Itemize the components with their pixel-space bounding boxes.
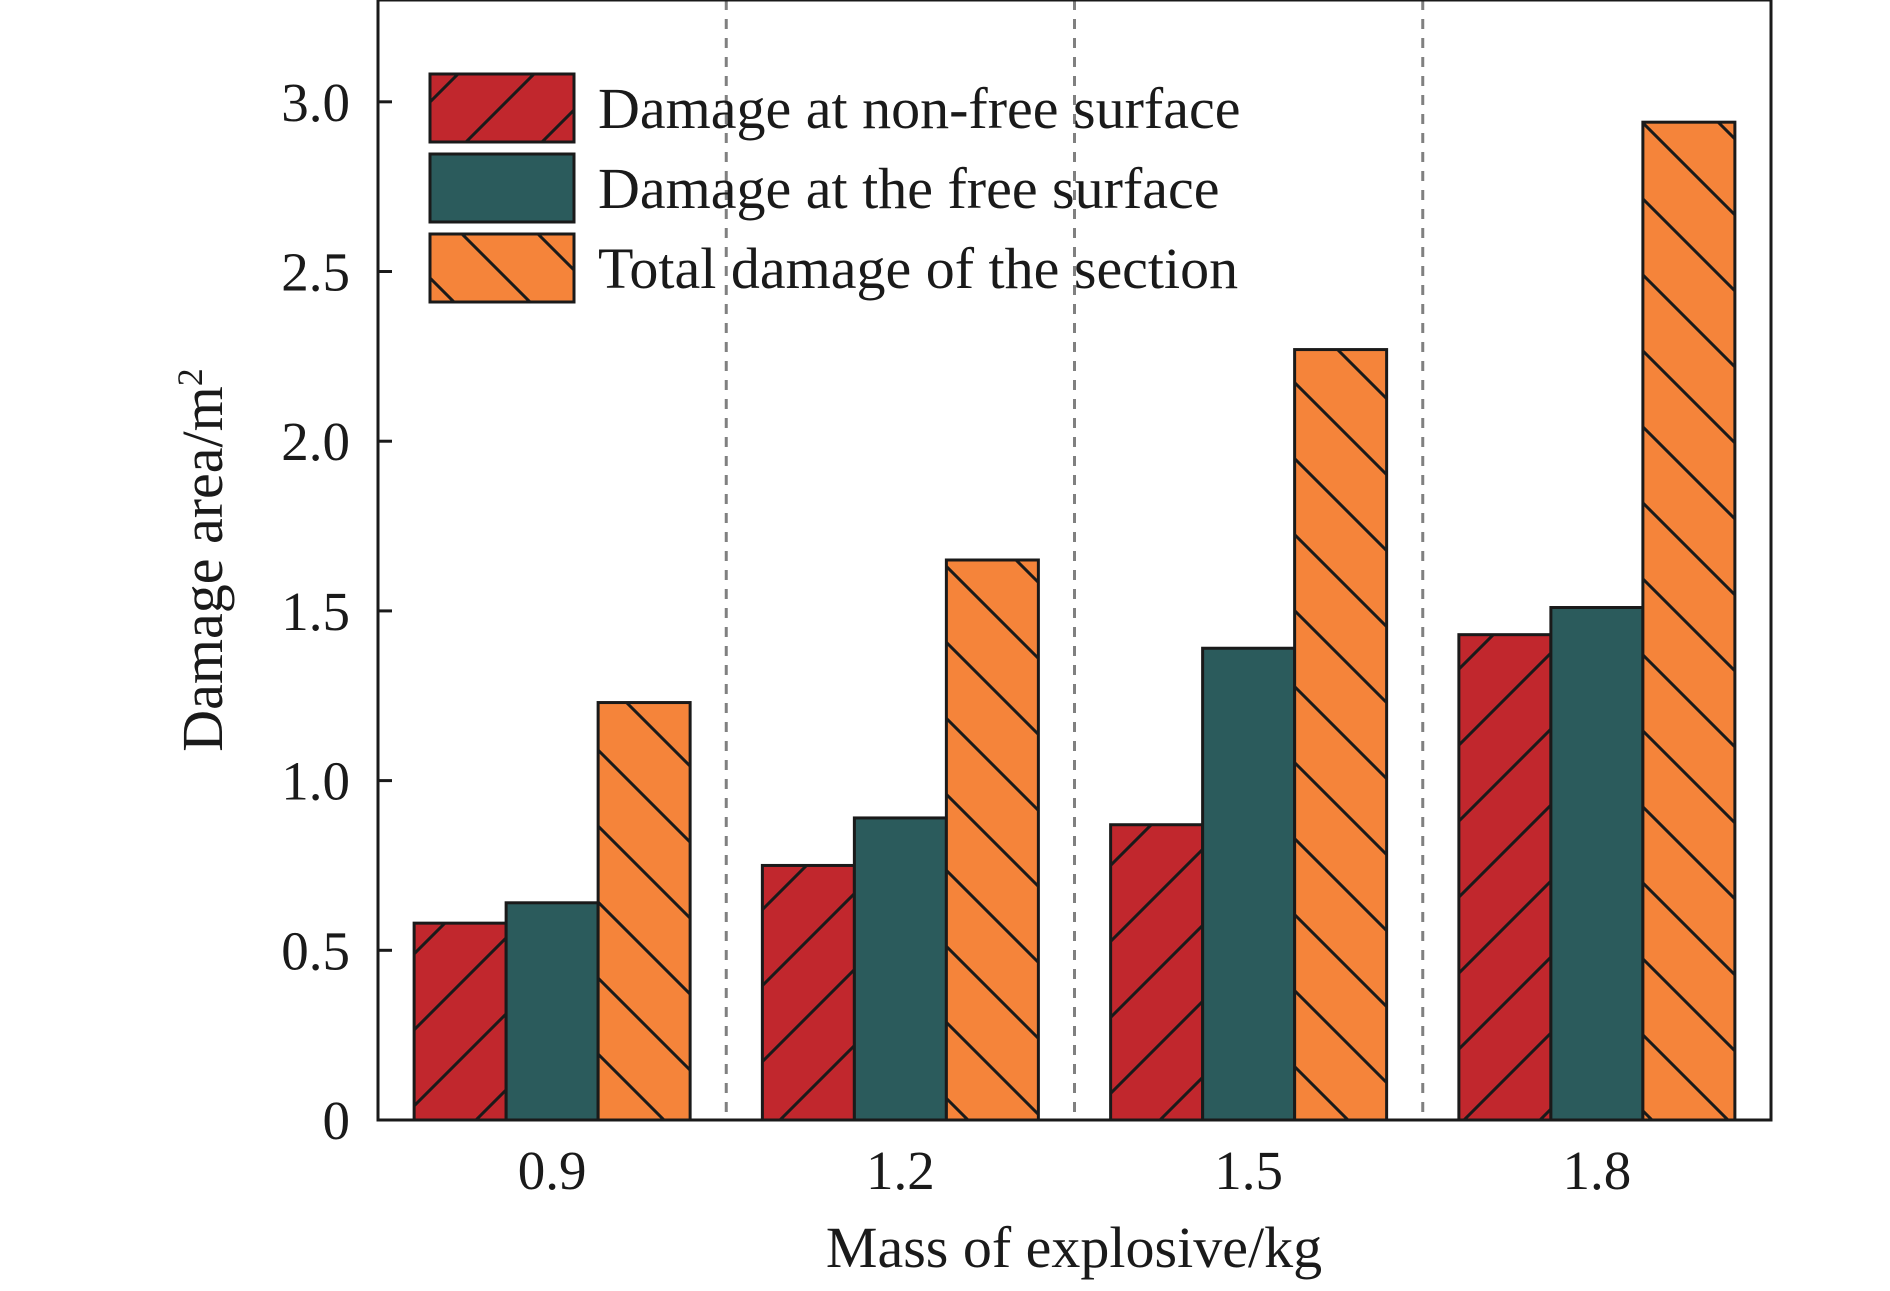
legend: Damage at non-free surface Damage at the … [428,72,1240,304]
bar-hatch [1642,122,1735,1120]
x-tick-label: 1.2 [866,1140,935,1201]
y-tick-label: 0 [323,1090,351,1151]
legend-swatch-hatch [430,234,574,302]
bar [1549,606,1645,1122]
legend-swatch-outline [428,152,576,224]
bar-hatch [1294,349,1387,1120]
plot-frame [376,0,1773,1122]
bar-hatch [598,702,691,1120]
bar-fill [1202,648,1295,1120]
y-axis: 0 0.5 1.0 1.5 2.0 2.5 3.0 [281,72,392,1151]
y-tick-label: 1.5 [281,581,350,642]
bar [944,558,1040,1122]
legend-swatch-hatch [430,74,574,142]
x-tick-label: 1.8 [1563,1140,1632,1201]
legend-label: Damage at the free surface [598,156,1220,221]
legend-swatch [430,154,574,222]
bar [1109,823,1205,1122]
y-tick-label: 3.0 [281,72,350,133]
y-axis-title-text: Damage area/m [170,386,235,752]
legend-label: Damage at non-free surface [598,76,1240,141]
bar [504,901,600,1122]
bar [1293,348,1389,1122]
bar [596,701,692,1122]
y-tick-label: 1.0 [281,751,350,812]
y-tick-label: 2.0 [281,411,350,472]
bar-hatch [946,560,1039,1120]
bar [1641,120,1737,1122]
bar [760,863,856,1122]
bar-fill [506,902,599,1120]
legend-swatch-outline [428,232,576,304]
x-tick-label: 1.5 [1214,1140,1283,1201]
bar-hatch [1110,824,1203,1120]
bar [852,816,948,1122]
y-axis-title: Damage area/m2 [170,368,235,752]
legend-item: Damage at the free surface [428,152,1220,224]
bar [1457,633,1553,1122]
legend-item: Total damage of the section [428,232,1238,304]
y-tick-label: 2.5 [281,242,350,303]
legend-swatch-outline [428,72,576,144]
bar-fill [854,817,947,1120]
x-tick-label: 0.9 [518,1140,587,1201]
bars-layer [412,120,1737,1122]
bar [1201,646,1297,1122]
x-axis-title: Mass of explosive/kg [826,1215,1322,1280]
y-axis-title-superscript: 2 [170,368,210,386]
bar [412,921,508,1122]
bar-hatch [1458,634,1551,1120]
bar-fill [1550,607,1643,1120]
group-separators [724,0,1425,1120]
bar-hatch [414,923,507,1120]
x-axis: 0.9 1.2 1.5 1.8 [518,1140,1632,1201]
legend-label: Total damage of the section [598,236,1238,301]
legend-item: Damage at non-free surface [428,72,1240,144]
bar-hatch [762,865,855,1120]
y-tick-label: 0.5 [281,920,350,981]
